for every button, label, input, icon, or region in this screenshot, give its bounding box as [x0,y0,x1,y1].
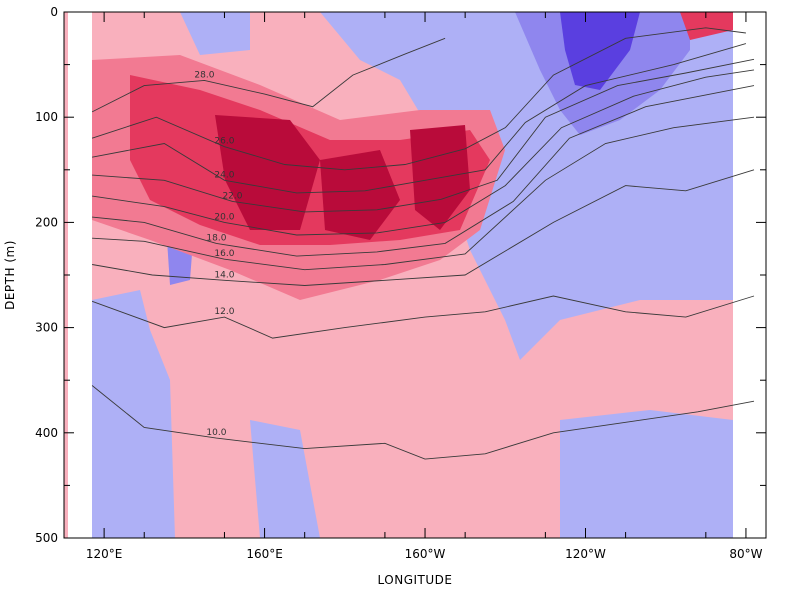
isotherm-line [92,116,755,271]
y-tick-label: 500 [35,531,58,545]
x-axis: 120°E 160°E 160°W 120°W 80°W [63,12,763,561]
isotherm-line [92,43,747,194]
isotherm-line [91,385,755,460]
y-tick-label: 200 [35,215,58,229]
isotherm-label: 28.0 [194,70,214,80]
x-tick-label: 80°W [729,547,762,561]
isotherm-line [92,58,755,213]
isotherm-label: 10.0 [206,428,226,438]
isotherm-line [92,169,755,286]
pink-surface-east [680,12,733,40]
isotherm-label: 26.0 [214,137,234,147]
red-core-1 [215,115,320,230]
blue-region-deep-west [92,290,175,538]
red-core-2 [320,150,400,240]
isotherm-label: 18.0 [206,233,226,243]
isotherm-label: 16.0 [214,249,234,259]
isotherm-layer: 28.0 26.0 24.0 22.0 20.0 18.0 16.0 14.0 12.0 10.0 [91,27,755,460]
y-tick-label: 300 [35,321,58,335]
isotherm-line [91,295,755,339]
isotherm-line [92,85,755,257]
isotherm-line [92,69,755,236]
blue-region-deep-mid [250,420,320,538]
x-tick-label: 160°W [405,547,446,561]
isotherm-line [91,27,746,171]
x-tick-label: 120°W [565,547,606,561]
blue-region-deep-east [560,410,733,538]
y-tick-label: 100 [35,110,58,124]
y-axis-title: DEPTH (m) [3,240,17,310]
isotherm-label: 20.0 [214,212,234,222]
isotherm-label: 24.0 [214,170,234,180]
y-axis: 0 100 200 300 400 500 [35,5,766,545]
isotherm-label: 22.0 [222,191,242,201]
x-axis-title: LONGITUDE [378,573,453,587]
blue-region-surface-west [180,12,250,55]
isotherm-label: 14.0 [214,270,234,280]
isotherm-label: 12.0 [214,307,234,317]
left-margin-strip [68,12,92,538]
heatmap-field [64,12,766,538]
isotherm-line [91,37,446,113]
y-tick-label: 0 [50,5,58,19]
x-tick-label: 160°E [246,547,283,561]
y-tick-label: 400 [35,426,58,440]
x-tick-label: 120°E [86,547,123,561]
